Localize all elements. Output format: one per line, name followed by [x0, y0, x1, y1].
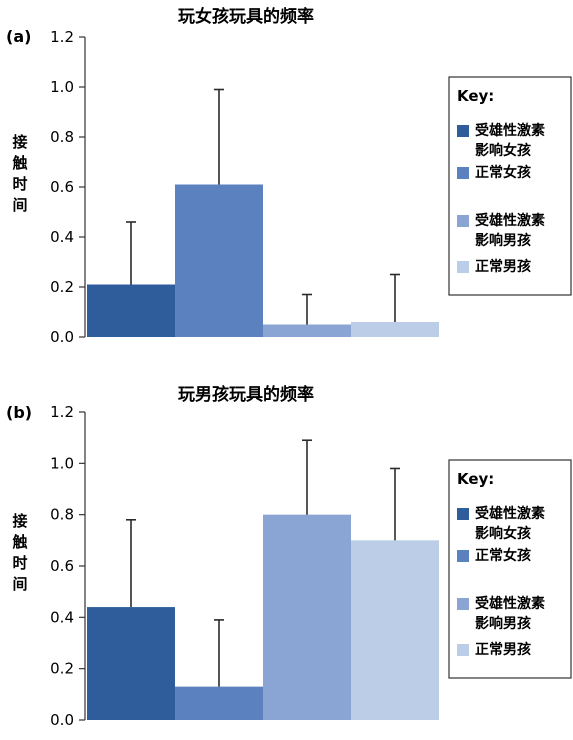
legend-entry-text: 受雄性激素: [475, 505, 545, 522]
legend-swatch: [457, 125, 469, 137]
chart-title: 玩男孩玩具的频率: [178, 384, 314, 405]
y-tick-label: 1.2: [50, 28, 74, 46]
y-tick-label: 0.8: [50, 128, 74, 146]
bar: [87, 607, 175, 720]
legend-swatch: [457, 550, 469, 562]
legend-title: Key:: [457, 87, 494, 105]
bar: [263, 514, 351, 720]
legend-entry-text: 影响女孩: [475, 142, 531, 159]
legend-entry-text: 影响女孩: [475, 525, 531, 542]
y-tick-label: 0.6: [50, 557, 74, 575]
legend-swatch: [457, 598, 469, 610]
legend-entry-text: 影响男孩: [475, 615, 531, 632]
bar: [263, 324, 351, 337]
legend-entry-text: 正常女孩: [475, 547, 531, 564]
y-tick-label: 1.2: [50, 403, 74, 421]
y-tick-label: 0.2: [50, 660, 74, 678]
legend-box: [448, 76, 572, 296]
legend-swatch: [457, 644, 469, 656]
y-tick-label: 0.2: [50, 278, 74, 296]
legend-entry-text: 受雄性激素: [475, 595, 545, 612]
legend-entry-text: 受雄性激素: [475, 212, 545, 229]
bar: [175, 686, 263, 720]
y-tick-label: 1.0: [50, 454, 74, 472]
chart-title: 玩女孩玩具的频率: [178, 6, 314, 27]
legend-entry-text: 正常男孩: [475, 641, 531, 658]
y-axis-label: 接触时间: [12, 512, 27, 593]
y-tick-label: 0.0: [50, 328, 74, 346]
panel-label: (a): [6, 27, 31, 46]
legend-entry-text: 影响男孩: [475, 232, 531, 249]
legend-box: [448, 459, 572, 679]
legend-swatch: [457, 508, 469, 520]
panel-label: (b): [6, 403, 32, 422]
y-tick-label: 0.4: [50, 228, 74, 246]
bar: [351, 540, 439, 720]
y-tick-label: 1.0: [50, 78, 74, 96]
legend-entry-text: 受雄性激素: [475, 122, 545, 139]
y-tick-label: 0.6: [50, 178, 74, 196]
legend-swatch: [457, 261, 469, 273]
y-tick-label: 0.4: [50, 608, 74, 626]
y-tick-label: 0.0: [50, 711, 74, 729]
legend-title: Key:: [457, 470, 494, 488]
y-axis-label: 接触时间: [12, 133, 27, 214]
legend-swatch: [457, 215, 469, 227]
bar: [351, 322, 439, 337]
legend-entry-text: 正常女孩: [475, 164, 531, 181]
legend-swatch: [457, 167, 469, 179]
y-tick-label: 0.8: [50, 506, 74, 524]
legend-entry-text: 正常男孩: [475, 258, 531, 275]
bar: [87, 284, 175, 337]
bar: [175, 184, 263, 337]
